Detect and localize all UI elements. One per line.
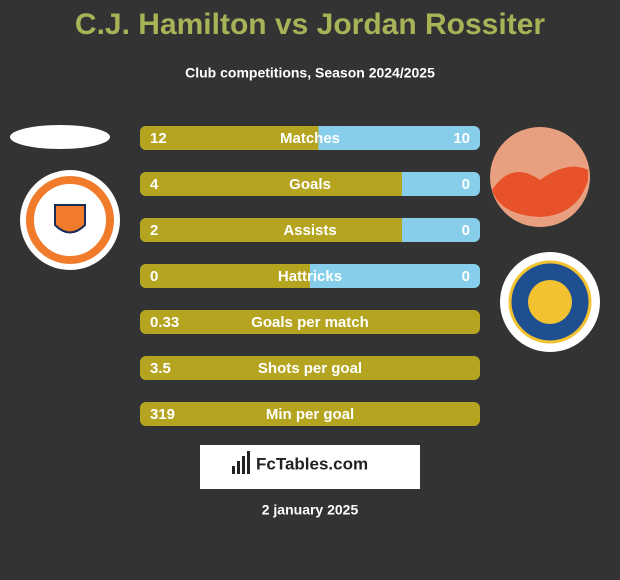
value-right: 0 [462,222,470,239]
bar-left-edge [312,126,319,150]
bar-left [140,310,480,334]
value-right: 10 [453,130,470,147]
value-left: 12 [150,130,167,147]
rows: 12 Matches 10 4 Goals 0 2 Assists 0 0 Hattricks 0 0.… [140,126,480,426]
player-right-photo [490,127,590,227]
date: 2 january 2025 [262,502,359,518]
value-left: 319 [150,406,175,423]
bar-left-edge [396,172,402,196]
row-label: Goals per match [251,314,369,331]
bar-left-edge [304,264,310,288]
value-left: 3.5 [150,360,171,377]
bar-left [140,356,480,380]
row-label: Assists [283,222,336,239]
subtitle: Club competitions, Season 2024/2025 [185,65,435,81]
bar-left [140,402,480,426]
value-right: 0 [462,268,470,285]
bar-left-edge [396,218,402,242]
bar-left [140,218,402,242]
row-label: Goals [289,176,331,193]
player-left-photo [10,125,110,149]
club-right-badge [500,252,600,352]
row-label: Hattricks [278,268,342,285]
bar-left [140,264,310,288]
value-left: 2 [150,222,158,239]
brand-icon [232,451,250,474]
brand: FcTables.com [256,454,368,473]
title: C.J. Hamilton vs Jordan Rossiter [75,8,545,41]
value-right: 0 [462,176,470,193]
row-label: Shots per goal [258,360,362,377]
row-label: Matches [280,130,340,147]
value-left: 0 [150,268,158,285]
brand-box [200,445,420,489]
value-left: 4 [150,176,159,193]
bar-left [140,126,319,150]
bar-left [140,172,402,196]
row-label: Min per goal [266,406,354,423]
value-left: 0.33 [150,314,179,331]
club-left-badge [20,170,120,270]
